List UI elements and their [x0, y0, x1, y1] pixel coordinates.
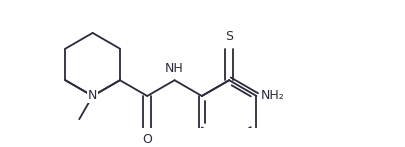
- Text: NH: NH: [165, 62, 183, 75]
- Text: O: O: [142, 133, 152, 146]
- Text: N: N: [88, 90, 97, 102]
- Text: NH₂: NH₂: [260, 90, 284, 102]
- Text: S: S: [225, 30, 232, 43]
